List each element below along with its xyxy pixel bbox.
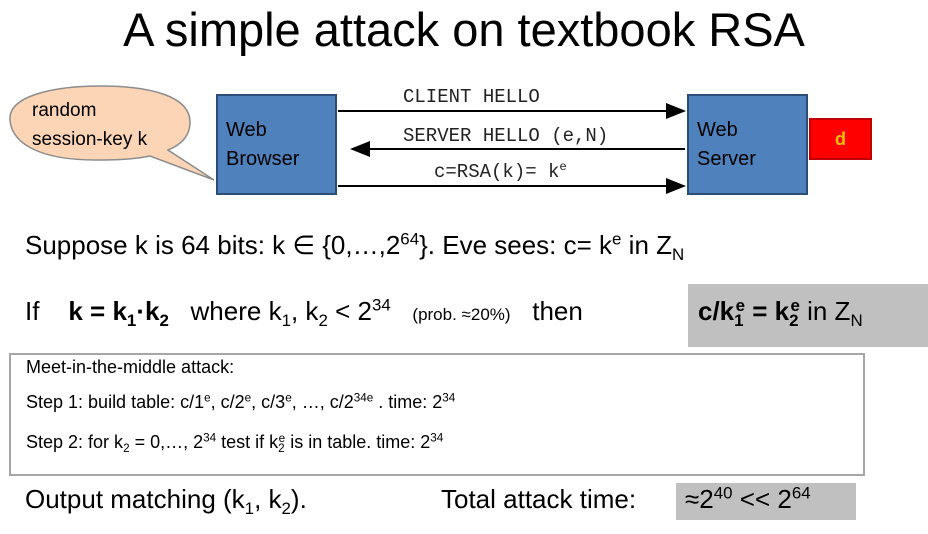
total-time-highlight [676, 483, 856, 520]
highlighted-equation: c/k1e = k2e in ZN [698, 295, 863, 330]
total-time-label: Total attack time: [441, 484, 637, 514]
step2-sub1: 2 [123, 442, 130, 456]
factor-statement: If k = k1·k2 where k1, k2 < 234 (prob. ≈… [25, 295, 583, 330]
browser-line-1: Web [226, 119, 267, 141]
web-browser-box: Web Browser [216, 94, 337, 195]
browser-line-2: Browser [226, 148, 300, 170]
bubble-text: random session-key k [32, 96, 147, 154]
step1-b: , c/2 [210, 392, 245, 412]
step1-e: . time: 2 [373, 392, 443, 412]
step2-a: Step 2: for k [26, 432, 124, 452]
where-text: where k [190, 296, 282, 326]
step2-d: is in table. time: 2 [285, 432, 431, 452]
step1-s1: e [204, 391, 211, 405]
output-c: ). [290, 484, 307, 514]
less-than: < 2 [327, 296, 372, 326]
factor-sub1: 1 [126, 310, 137, 330]
step2-sup3: 34 [430, 431, 444, 445]
step1-s5: 34 [442, 391, 456, 405]
zn-sub: N [672, 244, 685, 264]
factor-dot: ·k [136, 296, 160, 326]
output-statement: Output matching (k1, k2). [25, 484, 307, 518]
factor-k: k = k [68, 296, 127, 326]
where-comma: , k [290, 296, 319, 326]
if-text: If [25, 296, 40, 326]
hl-ck: c/k [698, 296, 735, 326]
zn-text: in Z [621, 230, 673, 260]
step1-a: Step 1: build table: c/1 [26, 392, 205, 412]
keyspace-statement: Suppose k is 64 bits: k ∈ {0,…,264}. Eve… [25, 229, 685, 264]
output-sub2: 2 [281, 498, 291, 518]
where-sub1: 1 [281, 310, 291, 330]
hl-sub1: 1 [734, 310, 744, 330]
step1-d: , …, c/2 [291, 392, 354, 412]
step-2: Step 2: for k2 = 0,…, 234 test if k2e is… [26, 431, 444, 456]
hl-zn: in Z [799, 296, 851, 326]
less-than-exp: 34 [371, 295, 391, 315]
ciphertext-label: c=RSA(k)= ke [434, 161, 567, 183]
hl-sub2: 2 [789, 310, 799, 330]
step1-s3: e [285, 391, 292, 405]
step2-sup2: e [278, 431, 286, 445]
equation-highlight [688, 284, 928, 347]
step-1: Step 1: build table: c/1e, c/2e, c/3e, …… [26, 392, 455, 413]
where-sub2: 2 [318, 310, 328, 330]
mitm-heading: Meet-in-the-middle attack: [26, 357, 235, 377]
server-hello-label: SERVER HELLO (e,N) [403, 125, 609, 147]
web-server-box: Web Server [687, 94, 808, 195]
step2-sup1: 34 [203, 431, 217, 445]
total-time-value: ≈240 << 264 [685, 484, 811, 515]
total-a: ≈2 [685, 484, 714, 514]
private-key-box: d [809, 118, 872, 160]
step1-c: , c/3 [251, 392, 286, 412]
hl-eq: = k [744, 296, 790, 326]
server-line-1: Web [697, 119, 738, 141]
factor-sub2: 2 [159, 310, 169, 330]
step2-b: = 0,…, 2 [129, 432, 204, 452]
server-line-2: Server [697, 148, 756, 170]
speech-bubble-shape [9, 85, 215, 181]
hl-sup1: e [735, 295, 745, 315]
ciphertext-text: c=RSA(k)= k [434, 161, 560, 183]
hl-zn-sub: N [850, 310, 863, 330]
keyspace-exp: 64 [400, 229, 420, 249]
mitm-box [9, 353, 865, 476]
then-text: then [532, 296, 583, 326]
factorization: k = k1·k2 [68, 296, 169, 329]
total-sup1: 40 [713, 483, 733, 503]
client-hello-label: CLIENT HELLO [403, 86, 540, 108]
ciphertext-exp: e [559, 160, 567, 175]
step1-s2: e [244, 391, 252, 405]
step2-sub2: 2 [278, 442, 285, 456]
eve-sees-text: }. Eve sees: c= k [419, 230, 613, 260]
total-b: << 2 [732, 484, 792, 514]
output-b: , k [254, 484, 282, 514]
keyspace-text: Suppose k is 64 bits: k ∈ {0,…,2 [25, 230, 401, 260]
output-sub1: 1 [244, 498, 255, 518]
eve-exp: e [612, 229, 622, 249]
total-sup2: 64 [791, 483, 811, 503]
output-a: Output matching (k [25, 484, 245, 514]
hl-sup2: e [790, 295, 800, 315]
bubble-line-1: random [32, 100, 97, 121]
step2-c: test if k [216, 432, 279, 452]
step1-s4: 34e [353, 391, 374, 405]
probability-note: (prob. ≈20%) [412, 305, 511, 324]
slide-title: A simple attack on textbook RSA [123, 3, 805, 56]
bubble-line-2: session-key k [32, 129, 148, 150]
